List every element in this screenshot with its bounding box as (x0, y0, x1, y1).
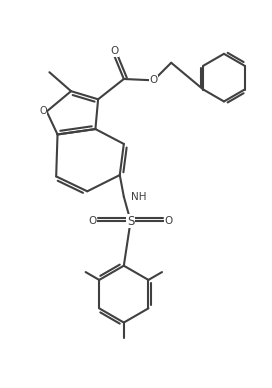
Text: O: O (164, 216, 173, 226)
Text: O: O (88, 216, 97, 226)
Text: O: O (110, 46, 119, 56)
Text: S: S (127, 215, 134, 227)
Text: O: O (39, 106, 47, 116)
Text: NH: NH (131, 192, 146, 202)
Text: O: O (150, 75, 158, 85)
